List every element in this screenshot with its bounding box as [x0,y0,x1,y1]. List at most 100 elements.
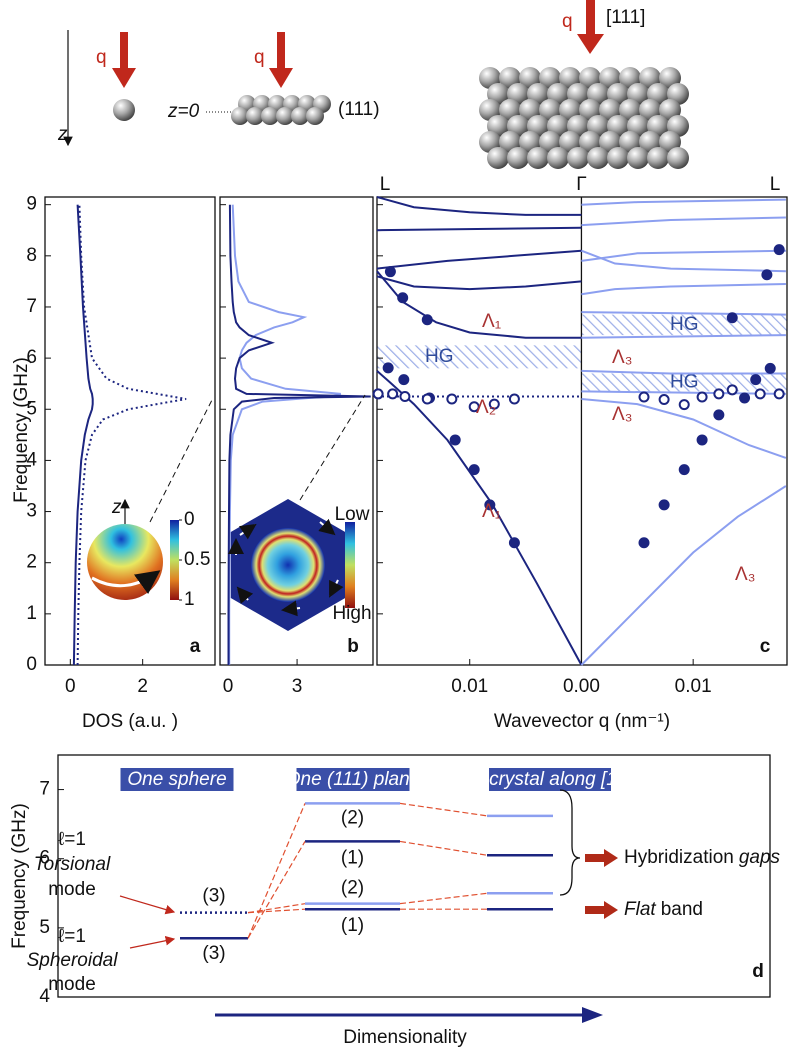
dispersion-branch [581,198,786,206]
callout-word: Flat [624,899,656,920]
colorbar-label: High [332,603,371,624]
dispersion-branch [376,249,582,270]
dos-curve [72,204,94,666]
x-tick-label: 0.01 [451,676,488,697]
y-tick-label: 7 [39,779,50,800]
measured-point [773,388,785,400]
flow-arrow [318,518,336,536]
dispersion-branch [581,369,786,375]
q-label: q [254,47,265,68]
measured-point [750,374,762,386]
x-axis-label: Wavevector q (nm⁻¹) [494,711,670,732]
x-axis-label: Dimensionality [343,1027,467,1048]
direction-label: [111] [606,7,645,28]
sphere [291,107,309,125]
measured-point [397,292,409,304]
mode-note: ℓ=1 [58,926,86,947]
q-arrow [112,68,136,88]
sphere [261,107,279,125]
measured-point [449,434,461,446]
dimensionality-arrowhead [582,1007,603,1023]
plot-frame [219,196,374,666]
bracket [559,789,581,896]
measured-point [739,392,751,404]
measured-point [713,409,725,421]
sphere [507,147,529,169]
connector [399,892,488,905]
callout-word: gaps [739,847,781,868]
x-tick-label: 0.01 [675,676,712,697]
colorbar [170,520,179,600]
measured-point [713,388,725,400]
mode-note: Torsional [34,854,111,875]
measured-point [754,388,766,400]
gap-label: HG [670,371,699,392]
measured-point [399,390,411,402]
measured-point [387,388,399,400]
symmetry-point-label: L [770,174,781,195]
z0-label: z=0 [167,101,200,122]
colorbar-label: Low [335,504,370,525]
dispersion-branch [376,270,582,339]
dispersion-branch [581,334,786,339]
x-tick-label: 2 [137,676,148,697]
dos-curve [76,204,187,666]
level-label: (3) [202,943,225,964]
panel-label: d [752,961,764,982]
dos-curve [227,204,371,665]
measured-point [696,391,708,403]
q-label: q [96,47,107,68]
hybridization-gap [377,345,582,369]
y-tick-label: 6 [26,347,37,368]
sphere [276,107,294,125]
flow-arrow [329,579,344,598]
sphere [607,147,629,169]
y-tick-label: 2 [26,552,37,573]
dispersion-branch [376,226,582,232]
symmetry-point-label: Γ [576,174,586,195]
measured-point [421,393,433,405]
rotation-arrow [91,570,161,595]
x-tick-label: 0 [223,676,234,697]
measured-point [726,312,738,324]
connector [399,802,488,817]
y-axis-label: Frequency (GHz) [9,803,30,949]
q-label: q [562,11,573,32]
colorbar-label: 0 [184,509,195,530]
mode-note: mode [48,879,96,900]
sphere [527,147,549,169]
callout-arrow [585,901,618,919]
measured-point [696,434,708,446]
x-tick-label: 3 [292,676,303,697]
measured-point [484,499,496,511]
header: z q q z=0 (111) q [111] [57,0,689,169]
measured-point [508,393,520,405]
mode-sphere [87,524,163,600]
sphere [547,147,569,169]
measured-point [726,384,738,396]
flow-arrow [281,600,301,617]
measured-point [468,464,480,476]
q-arrow [586,0,595,36]
x-axis-label: DOS (a.u. ) [82,711,178,732]
branch-label: Λ₃ [612,404,632,425]
measured-point [638,537,650,549]
dispersion-branch [376,275,582,291]
dispersion-branch [581,249,786,273]
measured-point [773,244,785,256]
callout-word: band [661,899,703,920]
z-label: z [57,124,68,145]
dispersion-branch [581,398,787,459]
inset-leader [299,394,366,501]
measured-point [446,393,458,405]
inset-axis-label: z [111,497,122,518]
q-arrow [120,32,128,70]
sphere [246,107,264,125]
measured-point [384,266,396,278]
pointer-arrow [119,895,176,915]
measured-point [468,401,480,413]
measured-point [508,537,520,549]
panel-label: a [190,636,201,657]
